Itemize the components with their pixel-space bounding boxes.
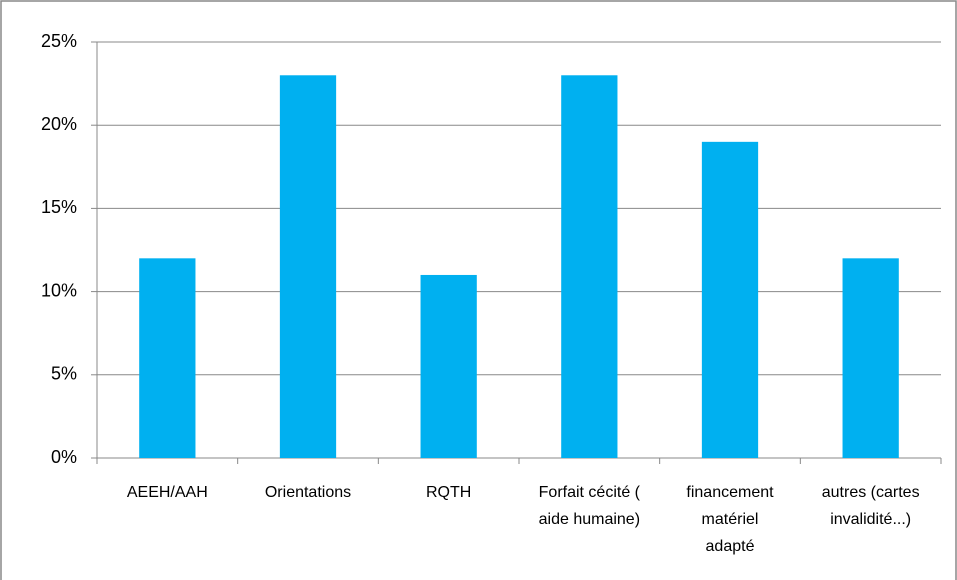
bar [279,75,337,458]
y-tick-label: 10% [41,280,77,300]
x-tick-label: RQTH [425,484,472,501]
bar [842,258,899,458]
y-tick-label: 20% [41,114,77,134]
bar [701,141,759,458]
x-tick-label: financement matériel adapté [686,484,774,555]
bar [139,258,196,458]
x-tick-label: Orientations [264,484,352,501]
y-tick-label: 0% [51,447,77,467]
y-tick-label: 25% [41,31,77,51]
bar [561,75,618,458]
x-tick-label: AEEH/AAH [126,484,208,501]
y-tick-label: 15% [41,197,77,217]
bar [420,274,477,458]
x-tick-label: Forfait cécité ( aide humaine) [538,484,641,528]
x-tick-label: autres (cartes invalidité...) [821,484,920,528]
y-tick-label: 5% [51,364,77,384]
